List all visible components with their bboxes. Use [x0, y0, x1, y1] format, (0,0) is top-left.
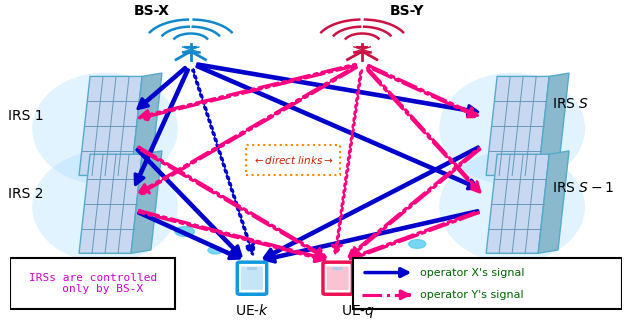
FancyBboxPatch shape	[327, 267, 348, 290]
FancyArrowPatch shape	[332, 70, 362, 254]
FancyArrowPatch shape	[264, 147, 479, 258]
Text: BS-Y: BS-Y	[390, 4, 424, 18]
Text: IRS 1: IRS 1	[8, 109, 44, 123]
Ellipse shape	[32, 73, 178, 185]
Circle shape	[175, 226, 195, 237]
Polygon shape	[486, 154, 549, 253]
Polygon shape	[538, 73, 569, 176]
FancyArrowPatch shape	[192, 70, 255, 254]
Polygon shape	[79, 154, 142, 253]
FancyArrowPatch shape	[138, 147, 326, 258]
FancyArrowPatch shape	[139, 66, 357, 194]
Circle shape	[409, 240, 426, 248]
Ellipse shape	[439, 151, 585, 263]
FancyArrowPatch shape	[137, 149, 241, 256]
Text: $\leftarrow$direct links$\rightarrow$: $\leftarrow$direct links$\rightarrow$	[252, 154, 334, 166]
Polygon shape	[79, 76, 142, 176]
FancyArrowPatch shape	[265, 211, 478, 262]
FancyArrowPatch shape	[138, 67, 186, 109]
Text: BS-X: BS-X	[134, 4, 169, 18]
FancyBboxPatch shape	[323, 262, 352, 294]
FancyArrowPatch shape	[135, 69, 188, 185]
Text: IRS $S$: IRS $S$	[552, 97, 589, 111]
FancyArrowPatch shape	[350, 211, 478, 260]
Circle shape	[208, 247, 222, 254]
Text: operator X's signal: operator X's signal	[420, 268, 525, 278]
Polygon shape	[131, 151, 162, 253]
FancyArrowPatch shape	[368, 65, 478, 117]
FancyBboxPatch shape	[238, 262, 266, 294]
FancyBboxPatch shape	[241, 267, 263, 290]
FancyArrowPatch shape	[197, 64, 478, 115]
Polygon shape	[131, 73, 162, 176]
FancyBboxPatch shape	[353, 258, 622, 309]
FancyBboxPatch shape	[333, 267, 343, 270]
FancyArrowPatch shape	[139, 211, 325, 261]
Ellipse shape	[32, 151, 178, 263]
FancyArrowPatch shape	[366, 68, 480, 192]
FancyBboxPatch shape	[247, 267, 257, 270]
FancyArrowPatch shape	[139, 212, 239, 259]
Text: IRS 2: IRS 2	[8, 187, 44, 201]
Text: UE-$k$: UE-$k$	[235, 303, 269, 318]
FancyArrowPatch shape	[349, 148, 480, 257]
Text: IRSs are controlled
   only by BS-X: IRSs are controlled only by BS-X	[29, 273, 157, 295]
Text: IRS $S-1$: IRS $S-1$	[552, 181, 614, 195]
Polygon shape	[486, 76, 549, 176]
FancyBboxPatch shape	[10, 258, 175, 309]
Ellipse shape	[439, 73, 585, 185]
Text: UE-$q$: UE-$q$	[341, 303, 375, 320]
FancyArrowPatch shape	[197, 65, 478, 189]
FancyArrowPatch shape	[139, 64, 355, 120]
Text: operator Y's signal: operator Y's signal	[420, 290, 524, 300]
Polygon shape	[538, 151, 569, 253]
